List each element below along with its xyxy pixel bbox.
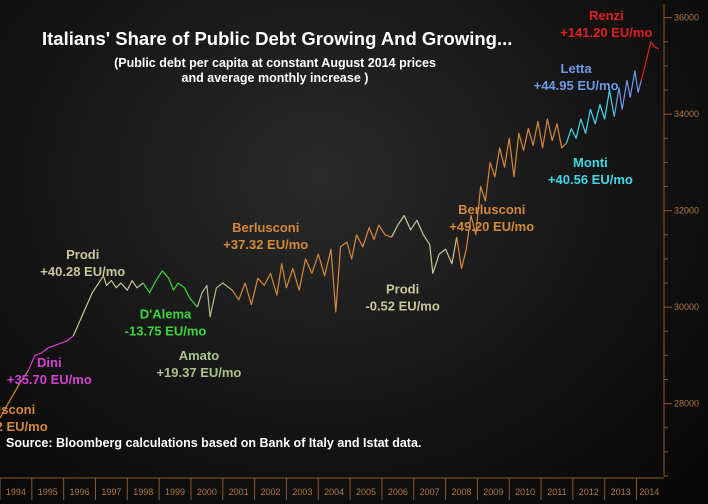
series-line-1 bbox=[28, 335, 74, 371]
x-tick-label: 2008 bbox=[451, 487, 471, 497]
x-tick-label: 2000 bbox=[197, 487, 217, 497]
series-label-change-1: +35.70 EU/mo bbox=[7, 372, 92, 387]
x-tick-label: 2004 bbox=[324, 487, 344, 497]
series-label-name-9: Letta bbox=[561, 61, 593, 76]
x-tick-label: 2003 bbox=[292, 487, 312, 497]
y-tick-label: 28000 bbox=[674, 399, 699, 409]
series-line-3 bbox=[142, 270, 198, 308]
series-label-change-5: +37.32 EU/mo bbox=[223, 237, 308, 252]
series-line-8 bbox=[565, 89, 615, 144]
subtitle-line-2: and average monthly increase ) bbox=[181, 71, 369, 85]
series-label-name-10: Renzi bbox=[589, 8, 624, 23]
series-label-name-8: Monti bbox=[573, 155, 608, 170]
series-label-change-3: -13.75 EU/mo bbox=[125, 324, 207, 339]
series-line-9 bbox=[613, 70, 642, 117]
source-note: Source: Bloomberg calculations based on … bbox=[6, 436, 422, 450]
x-tick-label: 2010 bbox=[515, 487, 535, 497]
series-label-change-7: +49.20 EU/mo bbox=[449, 219, 534, 234]
series-label-change-4: +19.37 EU/mo bbox=[156, 365, 241, 380]
series-label-name-5: Berlusconi bbox=[232, 220, 299, 235]
x-tick-label: 1997 bbox=[101, 487, 121, 497]
x-tick-label: 2011 bbox=[547, 487, 566, 497]
x-tick-label: 1998 bbox=[133, 487, 153, 497]
series-label-change-10: +141.20 EU/mo bbox=[560, 25, 652, 40]
x-axis: 1994 1995 1996 1997 1998 1999 2000 2001 2002 2003… bbox=[0, 477, 664, 500]
x-tick-label: 1994 bbox=[6, 487, 26, 497]
x-tick-label: 2002 bbox=[261, 487, 281, 497]
series-labels-layer: Berlusconi +165.42 EU/mo Dini +35.70 EU/mo P… bbox=[0, 8, 652, 434]
series-line-2 bbox=[72, 275, 144, 337]
x-tick-label: 2009 bbox=[483, 487, 503, 497]
series-label-change-0: +165.42 EU/mo bbox=[0, 419, 48, 434]
series-line-7 bbox=[456, 118, 567, 270]
x-tick-label: 2006 bbox=[388, 487, 408, 497]
subtitle-line-1: (Public debt per capita at constant Augu… bbox=[114, 56, 436, 70]
y-tick-label: 32000 bbox=[674, 206, 699, 216]
series-label-change-8: +40.56 EU/mo bbox=[548, 172, 633, 187]
x-tick-label: 1996 bbox=[70, 487, 90, 497]
x-tick-label: 2005 bbox=[356, 487, 376, 497]
x-tick-label: 2013 bbox=[611, 487, 631, 497]
series-line-0 bbox=[0, 369, 30, 419]
series-label-name-2: Prodi bbox=[66, 247, 99, 262]
series-line-10 bbox=[640, 41, 660, 81]
series-label-name-6: Prodi bbox=[386, 282, 419, 297]
series-label-name-1: Dini bbox=[37, 355, 62, 370]
chart-title: Italians' Share of Public Debt Growing A… bbox=[42, 28, 513, 49]
x-tick-label: 1999 bbox=[165, 487, 185, 497]
series-label-name-4: Amato bbox=[179, 348, 220, 363]
x-tick-label: 2012 bbox=[579, 487, 599, 497]
chart-subtitle: (Public debt per capita at constant Augu… bbox=[85, 56, 465, 86]
series-label-name-0: Berlusconi bbox=[0, 402, 35, 417]
series-layer bbox=[0, 41, 660, 419]
series-line-4 bbox=[196, 282, 233, 318]
series-line-6 bbox=[390, 214, 458, 274]
x-tick-label: 2001 bbox=[229, 487, 249, 497]
y-tick-label: 34000 bbox=[674, 109, 699, 119]
y-tick-label: 36000 bbox=[674, 13, 699, 23]
series-line-5 bbox=[231, 224, 392, 313]
x-tick-label: 1995 bbox=[38, 487, 58, 497]
series-label-name-7: Berlusconi bbox=[458, 202, 525, 217]
x-tick-label: 2007 bbox=[420, 487, 440, 497]
y-tick-label: 30000 bbox=[674, 302, 699, 312]
series-label-change-6: -0.52 EU/mo bbox=[365, 299, 439, 314]
x-tick-label: 2014 bbox=[639, 487, 659, 497]
series-label-change-9: +44.95 EU/mo bbox=[534, 78, 619, 93]
y-axis: 28000 30000 32000 34000 36000 bbox=[663, 4, 699, 477]
series-label-name-3: D'Alema bbox=[140, 307, 192, 322]
series-label-change-2: +40.28 EU/mo bbox=[40, 264, 125, 279]
